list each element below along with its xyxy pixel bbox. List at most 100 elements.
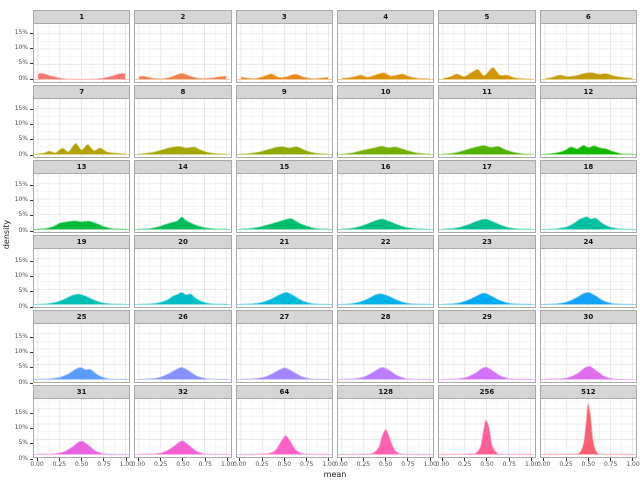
y-tick-label: 0% [18,150,28,158]
facet-label: 14 [178,162,188,171]
x-axis-cell: 0.00 0.25 0.50 0.75 1.00 [132,458,235,469]
density-plot [338,324,434,382]
x-tick-mark [486,458,488,461]
facet-label: 15 [279,162,290,171]
x-tick-mark [160,458,162,461]
facet-label: 19 [76,237,87,246]
x-tick-mark [441,458,443,461]
x-tick-label: 0.75 [502,461,516,468]
density-area [138,145,228,155]
facet-strip: 8 [134,85,232,98]
x-tick-mark [306,458,308,461]
facet-panel [438,98,536,158]
x-axis-title: mean [33,470,637,479]
y-tick-mark [30,276,33,278]
facet-strip: 29 [438,310,536,323]
facet-panel [134,173,232,233]
y-tick-mark [30,230,33,232]
facet-cell: 32 [134,385,232,458]
y-tick-label: 10% [14,44,28,52]
density-plot [338,399,434,457]
facet-strip: 24 [539,235,637,248]
facet-cell: 15 [235,160,333,233]
y-tick-label: 15% [14,28,28,36]
y-tick-label: 10% [14,424,28,432]
x-tick-label: 1.00 [524,461,539,468]
density-plot [338,99,434,157]
facet-strip: 11 [438,85,536,98]
density-plot [439,99,535,157]
facet-cell: 30 [539,310,637,383]
x-tick-label: 0.75 [401,461,415,468]
x-tick-mark [429,458,431,461]
density-plot [135,174,231,232]
density-area [138,291,228,305]
facet-label: 30 [583,312,594,321]
x-tick-mark [182,458,184,461]
y-tick-label: 5% [18,363,28,371]
y-tick-label: 0% [18,378,28,386]
x-tick-mark [125,458,127,461]
facet-panel [33,323,131,383]
y-tick-mark [30,367,33,369]
x-tick-label: 0.50 [581,461,596,468]
y-tick-label: 15% [14,180,28,188]
facet-cell: 8 [134,85,232,158]
density-area [341,72,430,80]
facet-panel [33,173,131,233]
density-area [544,216,633,230]
facet-panel [438,173,536,233]
facet-cell: 21 [235,235,333,308]
density-plot [34,99,130,157]
facet-cell: 16 [337,160,435,233]
density-area [442,366,532,380]
density-plot [439,324,535,382]
x-tick-mark [204,458,206,461]
y-tick-label: 5% [18,439,28,447]
density-plot [34,324,130,382]
facet-cell: 29 [438,310,536,383]
density-plot [236,324,332,382]
x-tick-mark [464,458,466,461]
facet-strip: 2 [134,10,232,23]
x-tick-mark [340,458,342,461]
density-area [138,72,228,80]
y-tick-label: 0% [18,302,28,310]
facet-strip: 18 [539,160,637,173]
facet-cell: 9 [235,85,333,158]
density-area [138,216,228,230]
x-tick-label: 1.00 [626,461,640,468]
x-tick-mark [36,458,38,461]
density-area [442,292,532,305]
y-tick-label: 5% [18,287,28,295]
facet-cell: 27 [235,310,333,383]
y-tick-mark [30,336,33,338]
facet-panel [134,23,232,83]
x-tick-label: 1.00 [322,461,336,468]
facet-cell: 22 [337,235,435,308]
density-area [240,217,329,230]
y-tick-mark [30,200,33,202]
y-tick-mark [30,260,33,262]
density-plot [236,249,332,307]
density-plot [135,399,231,457]
x-tick-label: 0.00 [334,461,348,468]
density-plot [135,24,231,82]
x-tick-label: 0.25 [153,461,168,468]
facet-cell: 512 [539,385,637,458]
density-plot [236,399,332,457]
facet-label: 12 [583,87,594,96]
x-tick-label: 1.00 [220,461,235,468]
density-area [341,366,430,380]
facet-strip: 13 [33,160,131,173]
density-plot [236,174,332,232]
density-area [442,218,532,230]
y-tick-label: 15% [14,332,28,340]
density-area [544,291,633,305]
facet-label: 13 [76,162,87,171]
density-plot [135,324,231,382]
density-area [37,366,126,380]
facet-panel [539,323,637,383]
density-area [37,440,126,455]
facet-label: 17 [482,162,492,171]
